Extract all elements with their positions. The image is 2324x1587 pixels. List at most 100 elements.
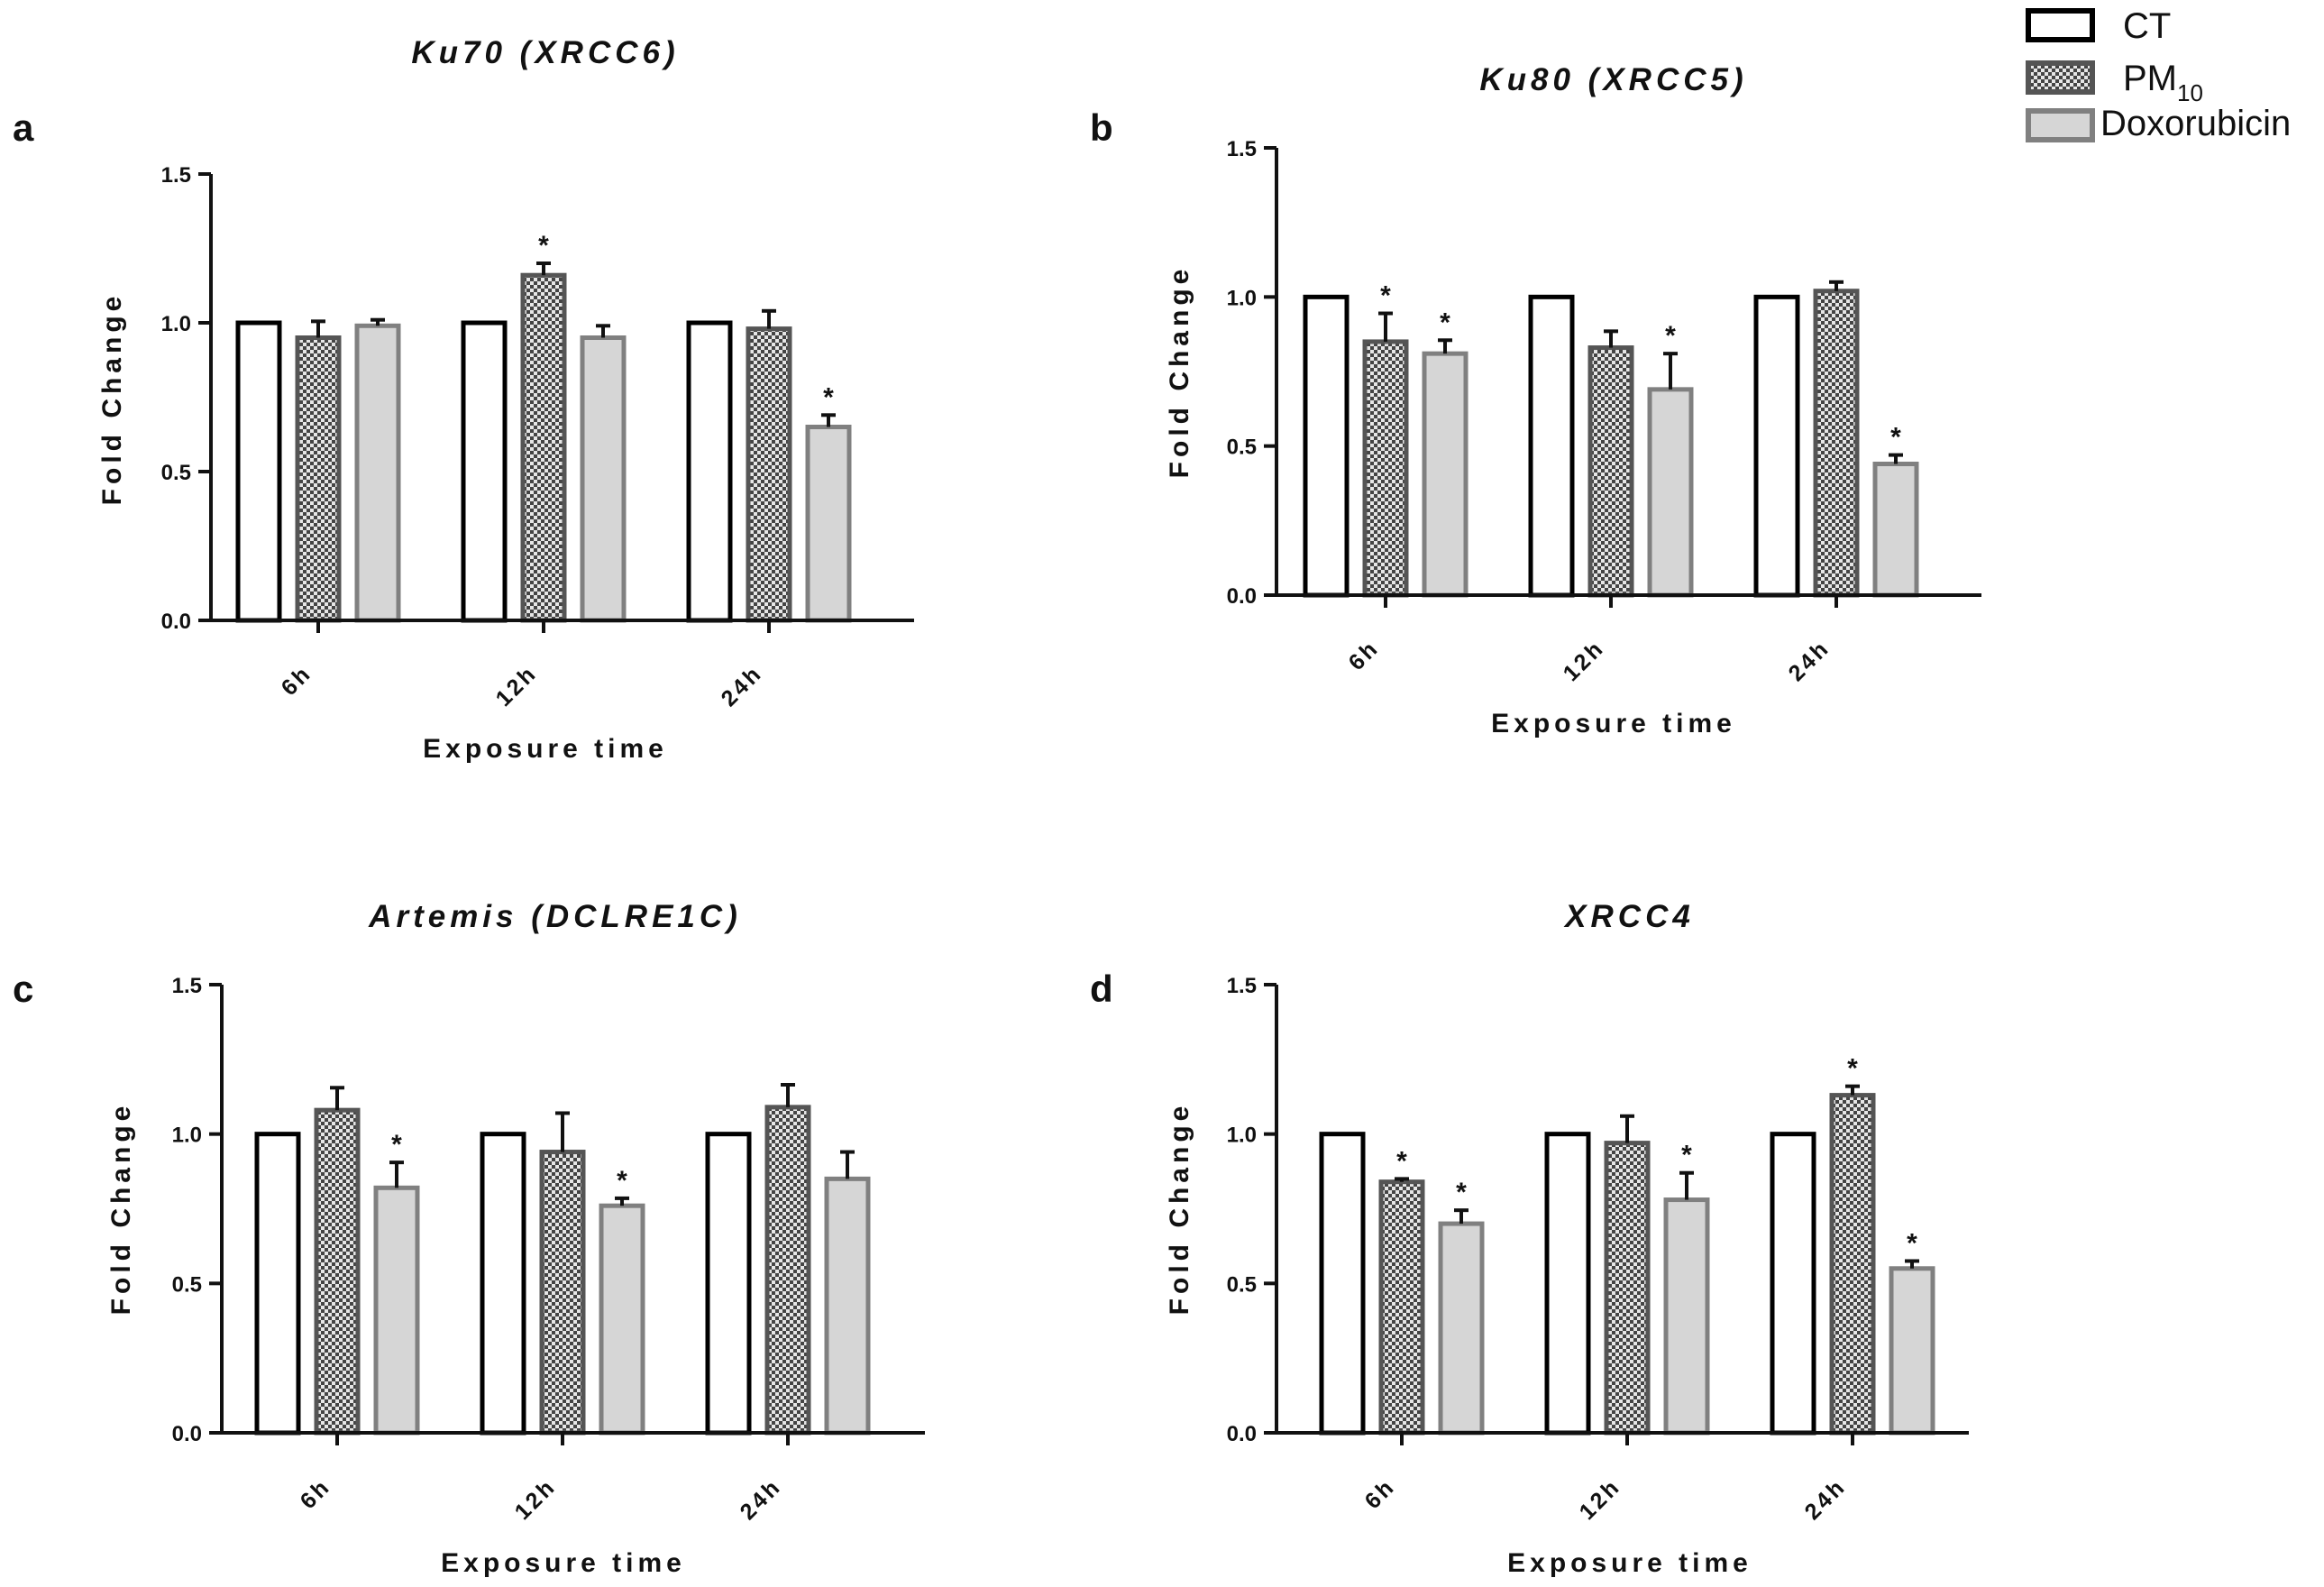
bar-pm10-24h xyxy=(1813,289,1860,598)
bar-ct-12h xyxy=(461,320,508,623)
panel-letter: a xyxy=(13,106,34,149)
y-tick-label: 1.0 xyxy=(1227,286,1257,310)
y-tick-label: 1.0 xyxy=(172,1124,202,1148)
significance-marker: * xyxy=(1890,423,1901,453)
x-axis-label: Exposure time xyxy=(423,734,668,764)
x-tick-label: 6h xyxy=(296,1473,336,1514)
y-axis-label: Fold Change xyxy=(1165,1102,1194,1316)
bar-pm10-24h xyxy=(764,1105,811,1436)
chart-title: Artemis (DCLRE1C) xyxy=(368,899,742,934)
panel-b: Ku80 (XRCC5) b Fold Change Exposure time * * 6… xyxy=(1090,62,1981,738)
significance-marker: * xyxy=(1907,1228,1917,1258)
bar-pm10-24h xyxy=(1829,1093,1876,1436)
x-tick-label: 24h xyxy=(1800,1473,1852,1525)
y-tick-label: 1.0 xyxy=(1227,1124,1257,1148)
bar-doxorubicin-6h xyxy=(1438,1221,1485,1436)
x-axis-label: Exposure time xyxy=(1491,709,1736,738)
bar-ct-12h xyxy=(1544,1132,1591,1436)
y-tick-label: 0.0 xyxy=(1227,584,1257,609)
significance-marker: * xyxy=(538,231,549,261)
panel-letter: c xyxy=(13,968,33,1010)
bar-ct-6h xyxy=(1303,294,1350,598)
y-tick-label: 0.5 xyxy=(1227,436,1257,460)
y-axis-label: Fold Change xyxy=(106,1102,136,1316)
significance-marker: * xyxy=(823,382,834,412)
chart-title: Ku70 (XRCC6) xyxy=(411,35,679,70)
x-tick-label: 6h xyxy=(1344,635,1385,675)
bar-pm10-6h xyxy=(295,335,342,623)
y-tick-label: 0.5 xyxy=(172,1272,202,1297)
x-tick-label: 6h xyxy=(1360,1473,1401,1514)
bar-ct-6h xyxy=(235,320,282,623)
significance-marker: * xyxy=(1440,307,1450,337)
bar-pm10-6h xyxy=(1362,339,1409,598)
bar-doxorubicin-6h xyxy=(354,323,401,623)
legend: CT PM10 Doxorubicin xyxy=(2026,6,2291,143)
x-axis-label: Exposure time xyxy=(441,1548,686,1578)
bar-pm10-12h xyxy=(1604,1141,1651,1436)
y-axis-label: Fold Change xyxy=(1165,265,1194,479)
panel-d: XRCC4 d Fold Change Exposure time * * 6h * 12h * *… xyxy=(1090,899,1969,1578)
bar-ct-12h xyxy=(1528,294,1575,598)
bar-doxorubicin-12h xyxy=(1647,387,1694,598)
bar-ct-24h xyxy=(686,320,733,623)
bar-doxorubicin-12h xyxy=(580,335,627,623)
significance-marker: * xyxy=(617,1166,627,1196)
panel-letter: d xyxy=(1090,968,1113,1010)
bar-pm10-12h xyxy=(520,272,567,623)
significance-marker: * xyxy=(391,1130,402,1160)
legend-swatch-doxorubicin xyxy=(2026,108,2095,142)
significance-marker: * xyxy=(1380,281,1391,311)
panel-c: Artemis (DCLRE1C) c Fold Change Exposure ti… xyxy=(13,899,925,1578)
x-tick-label: 24h xyxy=(736,1473,787,1525)
legend-label-ct: CT xyxy=(2123,6,2171,46)
legend-swatch-ct xyxy=(2026,8,2095,42)
bar-doxorubicin-24h xyxy=(1872,462,1919,598)
y-tick-label: 0.5 xyxy=(1227,1272,1257,1297)
bar-doxorubicin-6h xyxy=(373,1185,420,1436)
x-tick-label: 24h xyxy=(717,660,768,711)
legend-label-pm10-sub: 10 xyxy=(2177,79,2203,106)
y-tick-label: 1.5 xyxy=(1227,974,1257,998)
x-tick-label: 24h xyxy=(1784,635,1835,686)
bar-pm10-12h xyxy=(1587,345,1634,598)
y-tick-label: 1.5 xyxy=(161,163,191,188)
panel-letter: b xyxy=(1090,106,1113,149)
panel-a: Ku70 (XRCC6) a Fold Change Exposure time 6h *… xyxy=(13,35,914,764)
significance-marker: * xyxy=(1847,1054,1858,1084)
x-axis-label: Exposure time xyxy=(1507,1548,1752,1578)
y-tick-label: 0.0 xyxy=(161,610,191,634)
bar-ct-24h xyxy=(1753,294,1800,598)
x-tick-label: 12h xyxy=(491,660,543,711)
y-tick-label: 1.5 xyxy=(1227,137,1257,161)
y-axis-label: Fold Change xyxy=(97,292,127,506)
x-tick-label: 12h xyxy=(1575,1473,1626,1525)
bar-ct-24h xyxy=(705,1132,752,1436)
x-tick-label: 12h xyxy=(510,1473,562,1525)
bar-pm10-12h xyxy=(539,1150,586,1436)
legend-label-pm10: PM10 xyxy=(2123,59,2203,106)
bar-ct-24h xyxy=(1770,1132,1816,1436)
legend-label-pm10-main: PM xyxy=(2123,59,2177,98)
y-tick-label: 1.0 xyxy=(161,312,191,336)
y-tick-label: 0.0 xyxy=(1227,1422,1257,1446)
bar-pm10-6h xyxy=(1378,1179,1425,1436)
bar-ct-6h xyxy=(1319,1132,1366,1436)
legend-item-pm10: PM10 xyxy=(2026,59,2203,106)
bar-doxorubicin-24h xyxy=(805,425,852,623)
bar-doxorubicin-12h xyxy=(599,1203,645,1436)
legend-item-ct: CT xyxy=(2026,6,2171,46)
bar-doxorubicin-24h xyxy=(1889,1266,1935,1436)
bar-ct-12h xyxy=(480,1132,526,1436)
bar-doxorubicin-24h xyxy=(824,1176,871,1436)
significance-marker: * xyxy=(1665,321,1676,351)
chart-title: XRCC4 xyxy=(1563,899,1695,934)
legend-label-doxorubicin: Doxorubicin xyxy=(2100,104,2291,143)
y-tick-label: 0.5 xyxy=(161,461,191,485)
x-tick-label: 12h xyxy=(1559,635,1610,686)
bar-doxorubicin-12h xyxy=(1663,1197,1710,1436)
bar-pm10-24h xyxy=(746,326,792,623)
significance-marker: * xyxy=(1681,1141,1692,1170)
chart-title: Ku80 (XRCC5) xyxy=(1479,62,1747,97)
